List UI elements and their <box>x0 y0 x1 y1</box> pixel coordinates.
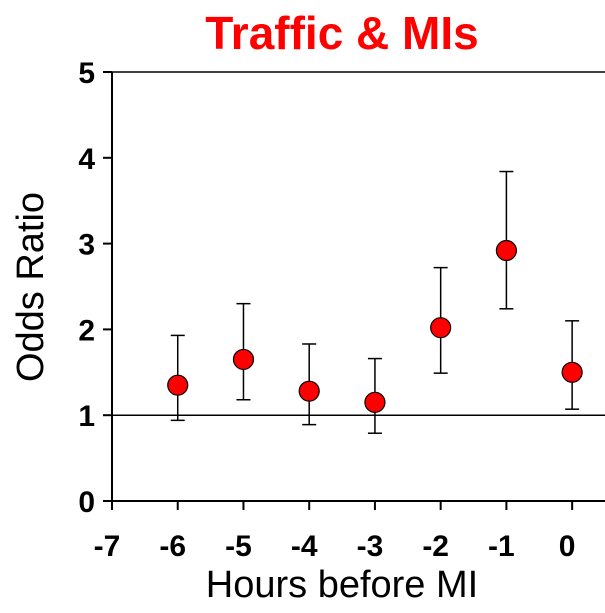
y-tick-label: 2 <box>78 314 95 347</box>
y-axis-label: Odds Ratio <box>10 192 52 382</box>
data-point <box>495 239 517 262</box>
chart-title: Traffic & MIs <box>205 7 479 59</box>
y-tick-label: 4 <box>78 143 95 176</box>
x-tick-label: -7 <box>94 530 121 563</box>
x-tick-label: -3 <box>357 530 384 563</box>
plot-area: 0 1 2 3 4 5 -7 -6 -5 -4 -3 -2 -1 0 <box>78 57 605 563</box>
x-tick-label: -5 <box>225 530 252 563</box>
data-point <box>561 361 583 383</box>
data-point <box>232 348 255 371</box>
y-tick-label: 0 <box>78 486 95 519</box>
y-tick-label: 5 <box>78 57 95 90</box>
x-axis-label: Hours before MI <box>206 564 478 606</box>
data-point <box>167 374 189 396</box>
x-tick-label: 0 <box>559 530 576 563</box>
data-point <box>430 317 452 339</box>
x-tick-label: -1 <box>488 530 515 563</box>
x-tick-label: -4 <box>291 530 318 563</box>
x-tick-label: -6 <box>159 530 186 563</box>
x-tick-label: -2 <box>422 530 449 563</box>
y-tick-label: 3 <box>78 229 95 262</box>
data-point <box>298 380 320 402</box>
y-tick-label: 1 <box>78 400 95 433</box>
data-point <box>364 391 386 413</box>
